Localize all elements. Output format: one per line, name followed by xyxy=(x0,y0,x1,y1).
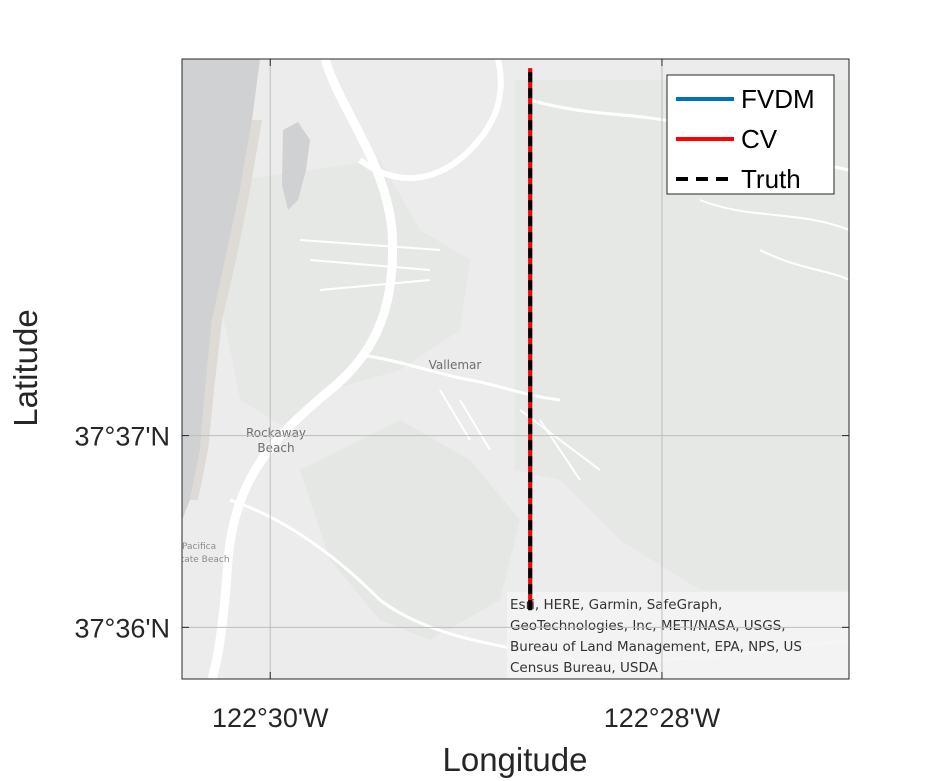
legend-label-truth: Truth xyxy=(741,164,801,194)
place-label-rockaway-beach: Beach xyxy=(257,441,294,455)
attribution-line-2: GeoTechnologies, Inc, METI/NASA, USGS, xyxy=(510,618,786,634)
park-area-east xyxy=(515,80,849,590)
grid xyxy=(182,59,849,679)
legend-box xyxy=(666,74,835,195)
place-label-rockaway: Rockaway xyxy=(246,426,306,440)
road-east xyxy=(699,199,849,281)
highway-1 xyxy=(207,59,398,679)
park-area-south xyxy=(300,420,520,640)
x-axis-ticks: 122°30'W 122°28'W xyxy=(212,59,721,733)
y-axis-ticks: 37°36'N 37°37'N xyxy=(74,422,849,643)
road-vallemar xyxy=(359,353,561,402)
legend-label-fvdm: FVDM xyxy=(741,84,815,114)
attribution-line-1: Esri, HERE, Garmin, SafeGraph, xyxy=(510,597,722,613)
x-tick-label: 122°28'W xyxy=(604,703,721,733)
y-tick-label: 37°37'N xyxy=(74,422,170,452)
place-label-state-beach: State Beach xyxy=(175,555,230,565)
park-area-west xyxy=(220,160,470,430)
beach-sand xyxy=(190,120,262,500)
place-label-pacifica: Pacifica xyxy=(182,542,216,552)
y-tick-label: 37°36'N xyxy=(74,613,170,643)
y-axis-label: Latitude xyxy=(7,309,44,426)
x-tick-label: 122°30'W xyxy=(212,703,329,733)
road-mid xyxy=(439,389,601,481)
road-west xyxy=(299,239,441,291)
legend-label-cv: CV xyxy=(741,124,778,154)
attribution-line-4: Census Bureau, USDA xyxy=(510,660,659,676)
lagoon xyxy=(282,122,310,210)
attribution-background xyxy=(507,592,849,679)
ocean xyxy=(182,59,260,520)
road-north xyxy=(358,59,504,182)
attribution-line-3: Bureau of Land Management, EPA, NPS, US xyxy=(510,639,802,655)
legend: FVDM CV Truth xyxy=(666,74,835,195)
x-axis-label: Longitude xyxy=(443,741,588,778)
plot-frame xyxy=(181,58,850,680)
place-label-vallemar: Vallemar xyxy=(429,358,482,372)
